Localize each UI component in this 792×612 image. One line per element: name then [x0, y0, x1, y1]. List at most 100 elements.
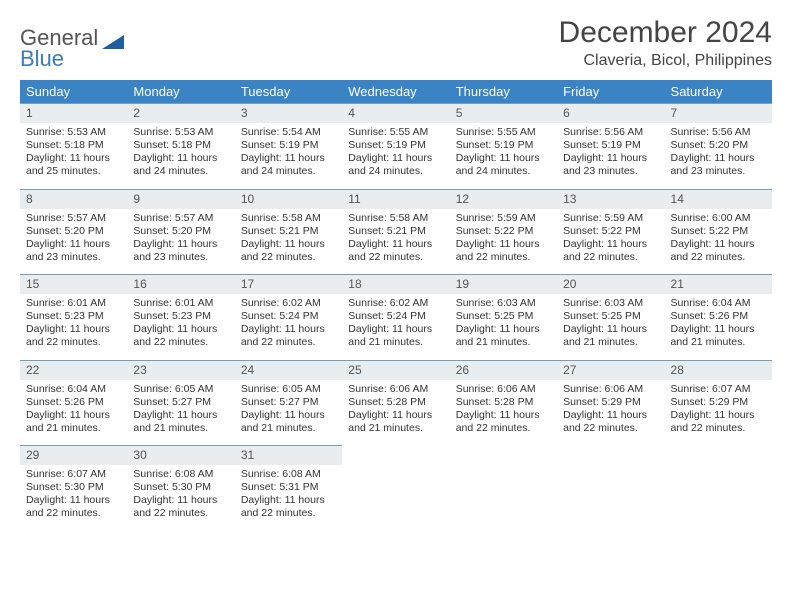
- sunset-text: Sunset: 5:29 PM: [563, 396, 658, 409]
- daylight-text: Daylight: 11 hours and 22 minutes.: [563, 409, 658, 435]
- calendar-cell: 3Sunrise: 5:54 AMSunset: 5:19 PMDaylight…: [235, 103, 342, 189]
- sunrise-text: Sunrise: 6:06 AM: [348, 383, 443, 396]
- sunset-text: Sunset: 5:23 PM: [133, 310, 228, 323]
- daylight-text: Daylight: 11 hours and 23 minutes.: [563, 152, 658, 178]
- day-number: 5: [450, 103, 557, 123]
- day-number: 11: [342, 189, 449, 209]
- day-number: 25: [342, 360, 449, 380]
- calendar-cell: 13Sunrise: 5:59 AMSunset: 5:22 PMDayligh…: [557, 189, 664, 275]
- sunrise-text: Sunrise: 6:07 AM: [26, 468, 121, 481]
- sunset-text: Sunset: 5:27 PM: [241, 396, 336, 409]
- day-details: Sunrise: 6:02 AMSunset: 5:24 PMDaylight:…: [235, 294, 342, 360]
- sunrise-text: Sunrise: 6:01 AM: [133, 297, 228, 310]
- calendar-week: 29Sunrise: 6:07 AMSunset: 5:30 PMDayligh…: [20, 445, 772, 531]
- calendar-cell: 28Sunrise: 6:07 AMSunset: 5:29 PMDayligh…: [665, 360, 772, 446]
- daylight-text: Daylight: 11 hours and 22 minutes.: [671, 238, 766, 264]
- day-header: Thursday: [450, 80, 557, 103]
- calendar-cell: 2Sunrise: 5:53 AMSunset: 5:18 PMDaylight…: [127, 103, 234, 189]
- calendar-cell: 25Sunrise: 6:06 AMSunset: 5:28 PMDayligh…: [342, 360, 449, 446]
- daylight-text: Daylight: 11 hours and 24 minutes.: [348, 152, 443, 178]
- sunset-text: Sunset: 5:31 PM: [241, 481, 336, 494]
- sunset-text: Sunset: 5:22 PM: [563, 225, 658, 238]
- sunrise-text: Sunrise: 6:07 AM: [671, 383, 766, 396]
- day-details: Sunrise: 6:07 AMSunset: 5:29 PMDaylight:…: [665, 380, 772, 446]
- calendar-cell: 30Sunrise: 6:08 AMSunset: 5:30 PMDayligh…: [127, 445, 234, 531]
- sunset-text: Sunset: 5:28 PM: [348, 396, 443, 409]
- day-header-row: SundayMondayTuesdayWednesdayThursdayFrid…: [20, 80, 772, 103]
- sunset-text: Sunset: 5:25 PM: [563, 310, 658, 323]
- calendar-week: 22Sunrise: 6:04 AMSunset: 5:26 PMDayligh…: [20, 360, 772, 446]
- calendar-cell: 10Sunrise: 5:58 AMSunset: 5:21 PMDayligh…: [235, 189, 342, 275]
- day-number: 6: [557, 103, 664, 123]
- day-number: 27: [557, 360, 664, 380]
- sunrise-text: Sunrise: 5:56 AM: [671, 126, 766, 139]
- day-header: Monday: [127, 80, 234, 103]
- day-details: Sunrise: 6:08 AMSunset: 5:31 PMDaylight:…: [235, 465, 342, 531]
- sunset-text: Sunset: 5:23 PM: [26, 310, 121, 323]
- sunset-text: Sunset: 5:24 PM: [348, 310, 443, 323]
- day-details: Sunrise: 6:04 AMSunset: 5:26 PMDaylight:…: [20, 380, 127, 446]
- day-number: 24: [235, 360, 342, 380]
- calendar-cell: 16Sunrise: 6:01 AMSunset: 5:23 PMDayligh…: [127, 274, 234, 360]
- calendar-cell: [450, 445, 557, 531]
- day-details: Sunrise: 6:03 AMSunset: 5:25 PMDaylight:…: [557, 294, 664, 360]
- day-number: 20: [557, 274, 664, 294]
- calendar-cell: 15Sunrise: 6:01 AMSunset: 5:23 PMDayligh…: [20, 274, 127, 360]
- logo-word2: Blue: [20, 49, 124, 70]
- sunrise-text: Sunrise: 6:06 AM: [563, 383, 658, 396]
- calendar-cell: 6Sunrise: 5:56 AMSunset: 5:19 PMDaylight…: [557, 103, 664, 189]
- sunrise-text: Sunrise: 6:04 AM: [671, 297, 766, 310]
- calendar-cell: 4Sunrise: 5:55 AMSunset: 5:19 PMDaylight…: [342, 103, 449, 189]
- calendar-cell: 8Sunrise: 5:57 AMSunset: 5:20 PMDaylight…: [20, 189, 127, 275]
- sunrise-text: Sunrise: 5:56 AM: [563, 126, 658, 139]
- daylight-text: Daylight: 11 hours and 22 minutes.: [241, 238, 336, 264]
- calendar-cell: 7Sunrise: 5:56 AMSunset: 5:20 PMDaylight…: [665, 103, 772, 189]
- daylight-text: Daylight: 11 hours and 24 minutes.: [241, 152, 336, 178]
- sunrise-text: Sunrise: 5:57 AM: [26, 212, 121, 225]
- daylight-text: Daylight: 11 hours and 22 minutes.: [26, 323, 121, 349]
- sunset-text: Sunset: 5:26 PM: [26, 396, 121, 409]
- day-details: Sunrise: 6:05 AMSunset: 5:27 PMDaylight:…: [127, 380, 234, 446]
- sunrise-text: Sunrise: 6:00 AM: [671, 212, 766, 225]
- calendar-cell: 5Sunrise: 5:55 AMSunset: 5:19 PMDaylight…: [450, 103, 557, 189]
- day-number: 7: [665, 103, 772, 123]
- day-number: 9: [127, 189, 234, 209]
- sunset-text: Sunset: 5:21 PM: [241, 225, 336, 238]
- daylight-text: Daylight: 11 hours and 23 minutes.: [671, 152, 766, 178]
- daylight-text: Daylight: 11 hours and 22 minutes.: [241, 494, 336, 520]
- sunset-text: Sunset: 5:19 PM: [241, 139, 336, 152]
- sunset-text: Sunset: 5:20 PM: [26, 225, 121, 238]
- daylight-text: Daylight: 11 hours and 23 minutes.: [26, 238, 121, 264]
- day-details: Sunrise: 6:08 AMSunset: 5:30 PMDaylight:…: [127, 465, 234, 531]
- daylight-text: Daylight: 11 hours and 21 minutes.: [133, 409, 228, 435]
- sunset-text: Sunset: 5:19 PM: [348, 139, 443, 152]
- logo-triangle-icon: [102, 33, 124, 49]
- day-number: 13: [557, 189, 664, 209]
- month-title: December 2024: [559, 16, 772, 50]
- calendar-cell: 1Sunrise: 5:53 AMSunset: 5:18 PMDaylight…: [20, 103, 127, 189]
- sunset-text: Sunset: 5:22 PM: [456, 225, 551, 238]
- calendar-cell: 18Sunrise: 6:02 AMSunset: 5:24 PMDayligh…: [342, 274, 449, 360]
- sunrise-text: Sunrise: 6:03 AM: [563, 297, 658, 310]
- day-details: Sunrise: 5:53 AMSunset: 5:18 PMDaylight:…: [20, 123, 127, 189]
- daylight-text: Daylight: 11 hours and 23 minutes.: [133, 238, 228, 264]
- day-number: 22: [20, 360, 127, 380]
- daylight-text: Daylight: 11 hours and 22 minutes.: [241, 323, 336, 349]
- day-details: Sunrise: 6:06 AMSunset: 5:28 PMDaylight:…: [450, 380, 557, 446]
- calendar-cell: [557, 445, 664, 531]
- calendar-table: SundayMondayTuesdayWednesdayThursdayFrid…: [20, 80, 772, 531]
- calendar-cell: 20Sunrise: 6:03 AMSunset: 5:25 PMDayligh…: [557, 274, 664, 360]
- calendar-cell: 19Sunrise: 6:03 AMSunset: 5:25 PMDayligh…: [450, 274, 557, 360]
- day-details: Sunrise: 5:55 AMSunset: 5:19 PMDaylight:…: [342, 123, 449, 189]
- day-number: 19: [450, 274, 557, 294]
- day-number: 2: [127, 103, 234, 123]
- daylight-text: Daylight: 11 hours and 22 minutes.: [563, 238, 658, 264]
- calendar-cell: [665, 445, 772, 531]
- sunrise-text: Sunrise: 5:58 AM: [348, 212, 443, 225]
- sunrise-text: Sunrise: 6:05 AM: [241, 383, 336, 396]
- calendar-cell: 23Sunrise: 6:05 AMSunset: 5:27 PMDayligh…: [127, 360, 234, 446]
- sunset-text: Sunset: 5:27 PM: [133, 396, 228, 409]
- calendar-body: 1Sunrise: 5:53 AMSunset: 5:18 PMDaylight…: [20, 103, 772, 531]
- sunrise-text: Sunrise: 5:54 AM: [241, 126, 336, 139]
- sunset-text: Sunset: 5:30 PM: [133, 481, 228, 494]
